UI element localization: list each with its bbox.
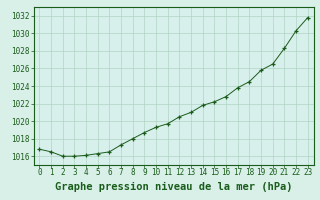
X-axis label: Graphe pression niveau de la mer (hPa): Graphe pression niveau de la mer (hPa) — [55, 182, 292, 192]
